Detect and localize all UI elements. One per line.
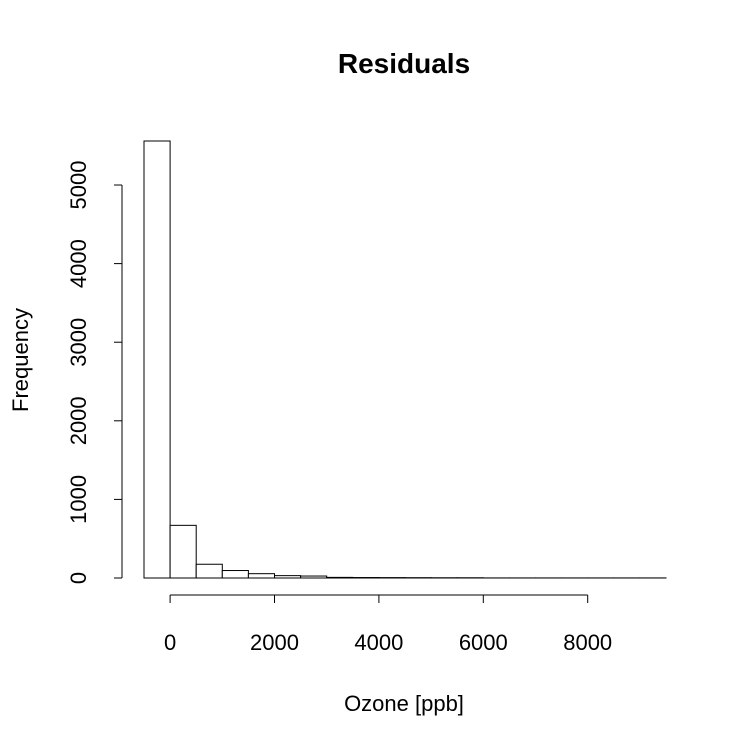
x-tick-label: 4000 bbox=[354, 630, 403, 655]
y-axis-label: Frequency bbox=[8, 308, 33, 412]
histogram-bar bbox=[169, 524, 197, 579]
histogram-bar bbox=[247, 573, 275, 579]
y-tick-label: 2000 bbox=[66, 396, 91, 445]
y-tick-label: 4000 bbox=[66, 239, 91, 288]
histogram-bar bbox=[274, 575, 302, 579]
y-tick-label: 3000 bbox=[66, 318, 91, 367]
x-axis-label: Ozone [ppb] bbox=[344, 691, 464, 716]
chart-title: Residuals bbox=[338, 48, 470, 79]
histogram-bar bbox=[195, 563, 223, 579]
histogram-bar bbox=[300, 575, 328, 579]
histogram-bar bbox=[143, 140, 171, 579]
y-tick-label: 0 bbox=[66, 572, 91, 584]
y-axis: 0 1000 2000 3000 4000 5000 bbox=[66, 161, 123, 584]
histogram-bar bbox=[221, 570, 249, 579]
x-tick-label: 6000 bbox=[459, 630, 508, 655]
histogram-bar bbox=[326, 576, 354, 579]
y-tick-label: 5000 bbox=[66, 161, 91, 210]
x-axis: 0 2000 4000 6000 8000 bbox=[164, 594, 612, 655]
x-tick-label: 8000 bbox=[563, 630, 612, 655]
y-tick-label: 1000 bbox=[66, 475, 91, 524]
x-tick-label: 0 bbox=[164, 630, 176, 655]
histogram-bars bbox=[143, 140, 667, 579]
x-tick-label: 2000 bbox=[250, 630, 299, 655]
